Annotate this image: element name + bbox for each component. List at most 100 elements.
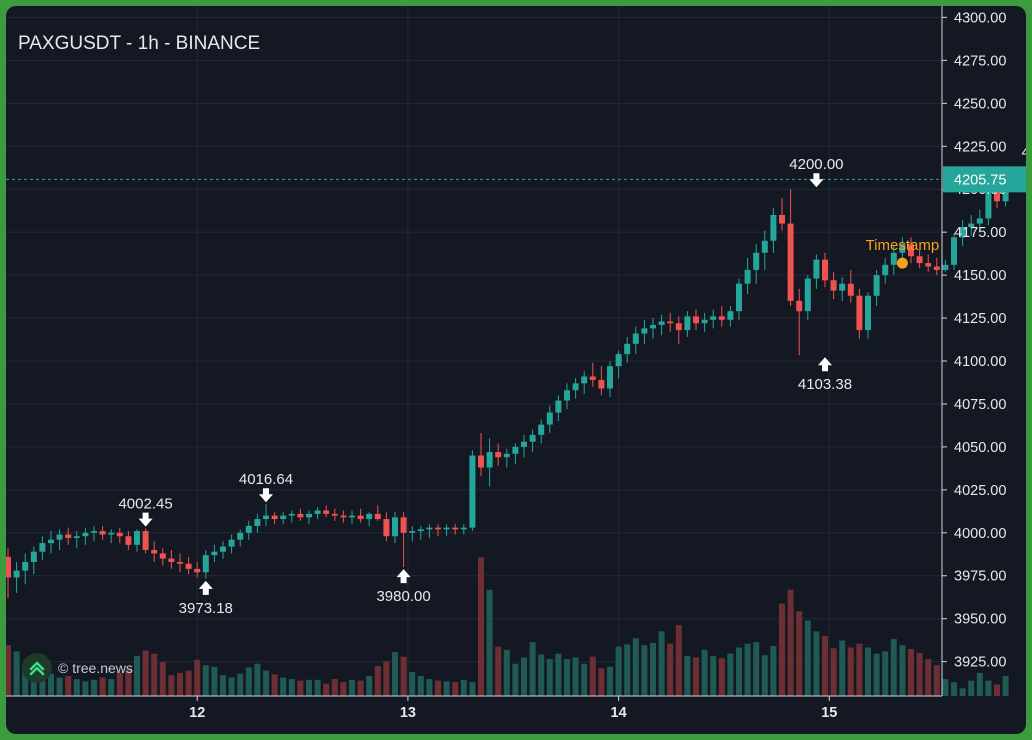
volume-bar — [340, 682, 347, 696]
volume-bar — [452, 682, 459, 696]
candle-body — [417, 529, 424, 532]
candle-body — [91, 531, 97, 533]
candle-body — [873, 275, 880, 296]
volume-bar — [641, 645, 648, 696]
volume-bar — [194, 659, 201, 696]
candle-body — [572, 383, 579, 391]
event-label: Timestamp — [866, 237, 940, 254]
volume-bar — [220, 675, 226, 696]
price-annotations: 4002.45 3973.18 4016.64 3980.00 4200.00 4103.… — [6, 144, 1026, 617]
candle-body — [538, 424, 545, 435]
arrow-up-icon — [198, 580, 213, 595]
grid — [6, 6, 942, 696]
volume-bar — [994, 684, 1000, 696]
candle-body — [245, 525, 252, 533]
volume-bar — [933, 665, 940, 696]
arrow-down-icon — [259, 488, 273, 503]
volume-bar — [48, 673, 54, 696]
volume-bar — [538, 654, 545, 696]
candle-body — [366, 513, 373, 520]
candle-body — [951, 237, 957, 265]
volume-bar — [512, 663, 519, 696]
candle-body — [142, 531, 149, 550]
candle-body — [512, 446, 519, 454]
volume-bar — [383, 661, 390, 696]
volume-bar — [323, 683, 330, 696]
x-tick-label: 13 — [400, 705, 416, 721]
volume-bar — [916, 652, 923, 696]
candle-body — [839, 283, 846, 291]
candle-body — [710, 316, 717, 320]
y-tick-label: 4025.00 — [954, 483, 1006, 499]
candle-body — [228, 539, 235, 547]
candle-body — [159, 553, 166, 559]
volume-bar — [624, 644, 631, 696]
candle-body — [546, 412, 553, 425]
volume-bar — [813, 631, 820, 696]
volume-bar — [478, 557, 484, 696]
volume-bar — [959, 688, 966, 696]
candle-body — [426, 527, 433, 530]
volume-bar — [65, 675, 72, 696]
candle-body — [495, 452, 502, 458]
arrow-down-icon — [138, 512, 153, 527]
volume-bar — [804, 620, 811, 696]
candle-body — [804, 278, 811, 312]
candle-body — [30, 551, 37, 563]
candle-body — [39, 543, 46, 552]
volume-bar — [288, 679, 295, 696]
volume-bar — [280, 677, 287, 696]
candle-body — [985, 189, 992, 219]
annotation-label: 4200.00 — [789, 156, 843, 173]
volume-bar — [976, 672, 983, 696]
volume-bar — [529, 642, 536, 696]
candle-body — [340, 515, 347, 518]
candle-body — [400, 517, 407, 533]
candle-body — [830, 280, 837, 291]
volume-bar — [185, 670, 192, 696]
volume-bar — [435, 680, 441, 696]
candle-body — [288, 513, 295, 516]
volume-bar — [56, 677, 63, 696]
y-tick-label: 4100.00 — [954, 354, 1006, 370]
candle-body — [615, 354, 622, 367]
chart-title: PAXGUSDT - 1h - BINANCE — [18, 33, 261, 54]
candle-body — [374, 513, 381, 520]
volume-bar — [409, 672, 416, 696]
volume-bar — [615, 646, 622, 696]
candle-body — [959, 227, 966, 238]
y-tick-label: 4175.00 — [954, 225, 1006, 241]
y-tick-label: 4300.00 — [954, 10, 1006, 26]
candle-body — [99, 531, 106, 535]
volume-bar — [968, 680, 975, 696]
volume-bar — [675, 625, 682, 696]
candle-body — [684, 316, 691, 331]
annotation-1: 3973.18 — [179, 580, 233, 617]
volume-bar — [951, 682, 957, 696]
y-tick-label: 3950.00 — [954, 612, 1006, 628]
y-tick-label: 4225.00 — [954, 139, 1006, 155]
candle-body — [237, 532, 244, 540]
candle-body — [194, 568, 201, 573]
candle-body — [607, 366, 613, 389]
volume-bar — [39, 675, 46, 696]
candle-body — [581, 376, 588, 384]
y-tick-label: 4150.00 — [954, 268, 1006, 284]
volume-bar — [667, 643, 674, 696]
volume-bar — [830, 648, 837, 696]
volume-bar — [460, 679, 467, 696]
candle-body — [796, 300, 803, 312]
candle-body — [589, 376, 596, 380]
volume-bar — [306, 679, 312, 696]
candle-body — [349, 515, 355, 518]
candle-body — [73, 536, 80, 538]
candle-body — [280, 515, 287, 520]
volume-bar — [607, 666, 613, 696]
candles[interactable] — [6, 176, 1009, 599]
candlestick-chart[interactable]: 4002.45 3973.18 4016.64 3980.00 4200.00 4103.… — [6, 6, 1026, 734]
volume-bar — [22, 669, 29, 696]
volume-bar — [503, 649, 510, 696]
volume-bar — [228, 677, 235, 696]
candle-body — [116, 532, 123, 537]
volume-bar — [865, 647, 871, 696]
